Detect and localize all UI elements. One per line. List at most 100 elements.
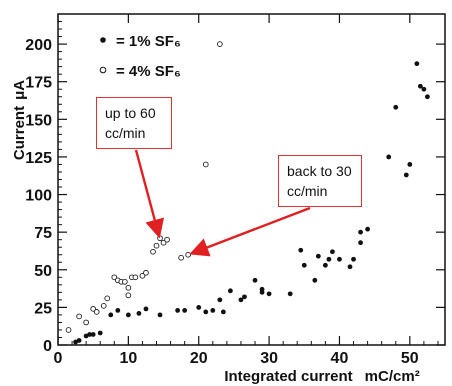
y-tick-label: 175 [25, 75, 52, 92]
legend: = 1% SF₆ = 4% SF₆ [99, 33, 181, 80]
point-1pct [414, 61, 420, 67]
point-4pct [125, 292, 132, 299]
x-tick-label: 30 [260, 350, 278, 367]
point-1pct [97, 330, 103, 336]
y-tick-labels: 0 25 50 75 100 125 150 175 200 [25, 37, 52, 355]
x-tick-label: 50 [401, 350, 419, 367]
point-1pct [417, 83, 423, 89]
point-1pct [157, 312, 163, 318]
point-1pct [136, 311, 142, 316]
point-1pct [347, 264, 353, 270]
point-1pct [407, 162, 413, 167]
point-1pct [425, 94, 430, 100]
y-axis-title: CurrentμA [11, 80, 28, 160]
point-1pct [203, 309, 209, 315]
point-1pct [358, 229, 363, 235]
point-4pct [150, 248, 156, 255]
annotation-arrow [189, 206, 311, 257]
point-4pct [83, 319, 89, 326]
point-1pct [326, 256, 332, 262]
annotation-arrows [134, 149, 311, 257]
legend-label-4pct: = 4% SF₆ [116, 63, 181, 80]
y-tick-label: 125 [25, 150, 52, 167]
point-1pct [315, 253, 321, 259]
point-1pct [196, 304, 202, 310]
x-tick-labels: 0 10 20 30 40 50 [54, 350, 419, 367]
annotation-up-to-60: up to 60 cc/min [96, 97, 172, 149]
point-1pct [322, 262, 328, 268]
point-4pct [157, 235, 163, 242]
point-1pct [266, 291, 272, 297]
point-1pct [108, 312, 114, 318]
legend-label-1pct: = 1% SF₆ [116, 33, 181, 50]
point-4pct [132, 274, 139, 281]
point-1pct [421, 86, 427, 92]
point-4pct [216, 41, 223, 47]
x-tick-label: 0 [54, 350, 63, 367]
point-1pct [182, 307, 188, 313]
annotation-arrow [134, 149, 165, 239]
point-1pct [337, 256, 342, 262]
point-4pct [121, 278, 128, 285]
point-1pct [125, 312, 131, 318]
y-tick-label: 75 [34, 225, 52, 242]
point-4pct [125, 284, 132, 291]
point-4pct [100, 303, 107, 309]
y-tick-label: 25 [34, 300, 52, 317]
point-1pct [143, 306, 149, 312]
point-1pct [403, 172, 409, 178]
point-4pct [153, 242, 160, 249]
point-1pct [90, 332, 96, 337]
point-1pct [351, 256, 356, 262]
data-points [65, 41, 430, 345]
y-tick-label: 200 [25, 37, 52, 54]
point-1pct [259, 286, 265, 292]
point-1pct [393, 104, 399, 110]
point-1pct [217, 297, 223, 303]
x-tick-label: 40 [331, 350, 349, 367]
point-1pct [330, 249, 335, 255]
legend-marker-4pct [99, 66, 107, 74]
point-4pct [164, 236, 170, 243]
point-1pct [298, 247, 304, 253]
point-4pct [90, 306, 97, 312]
point-1pct [76, 338, 82, 343]
point-4pct [178, 254, 184, 261]
point-1pct [242, 294, 247, 300]
point-4pct [143, 269, 149, 276]
axis-ticks [57, 13, 445, 346]
point-1pct [210, 307, 216, 313]
y-tick-label: 0 [43, 338, 52, 355]
point-4pct [76, 313, 82, 320]
point-1pct [358, 240, 363, 246]
point-1pct [227, 288, 233, 294]
point-4pct [139, 272, 146, 279]
point-1pct [365, 226, 370, 232]
point-1pct [238, 297, 244, 303]
point-4pct [104, 295, 111, 302]
y-tick-label: 100 [25, 188, 52, 205]
point-1pct [220, 309, 226, 315]
annotation-back-to-30: back to 30 cc/min [278, 155, 362, 207]
point-4pct [160, 239, 167, 246]
point-1pct [175, 307, 181, 313]
y-tick-label: 150 [25, 112, 52, 129]
point-1pct [252, 277, 258, 283]
x-axis-title: Integrated current mC/cm² [224, 368, 419, 385]
point-4pct [65, 327, 72, 333]
point-1pct [287, 291, 293, 297]
point-1pct [312, 277, 318, 283]
legend-marker-1pct [100, 37, 106, 43]
y-tick-label: 50 [34, 263, 52, 280]
x-tick-label: 10 [119, 350, 137, 367]
point-1pct [386, 154, 392, 160]
x-tick-label: 20 [190, 350, 208, 367]
point-1pct [301, 262, 307, 268]
point-1pct [87, 332, 93, 337]
point-1pct [115, 307, 121, 313]
point-4pct [185, 251, 192, 258]
point-4pct [111, 274, 118, 281]
point-4pct [93, 309, 100, 315]
point-4pct [202, 161, 209, 168]
